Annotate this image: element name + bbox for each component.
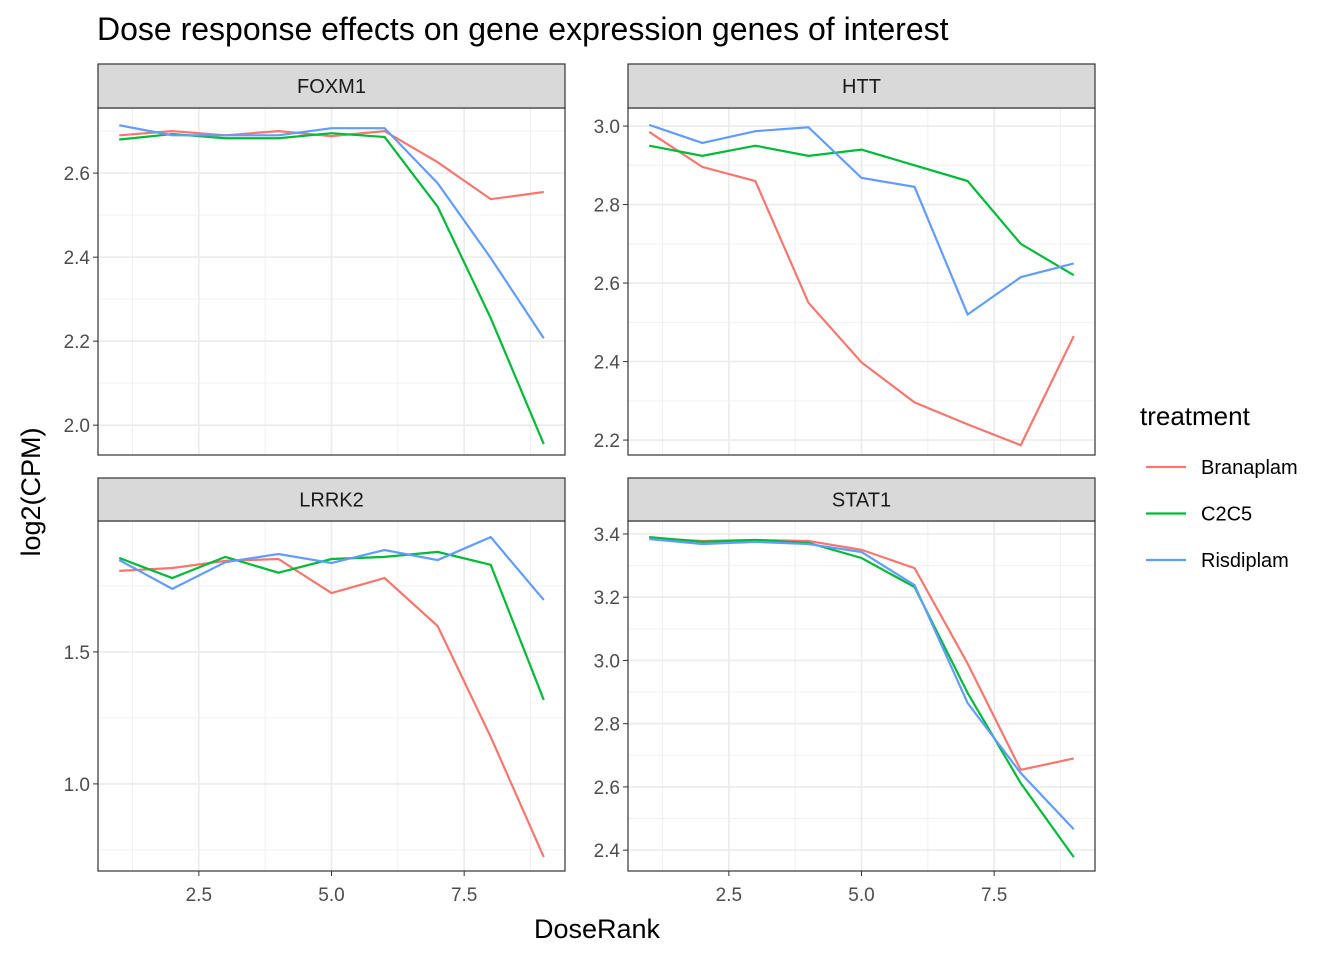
facet-strip-label: HTT (842, 76, 881, 98)
y-axis-label: log2(CPM) (16, 427, 46, 556)
facet-panel-htt: 2.2 2.4 2.6 2.8 3.0 HTT (594, 63, 1096, 456)
series-line-risdiplam (118, 535, 545, 601)
x-tick-label: 2.5 (716, 885, 742, 906)
y-tick-label: 2.4 (594, 841, 621, 862)
series-line-branaplam (119, 557, 545, 858)
x-tick-label: 5.0 (848, 885, 874, 906)
y-tick-label: 3.0 (594, 651, 620, 672)
facet-strip (627, 63, 1096, 109)
legend-label-branaplam: Branaplam (1201, 457, 1298, 479)
facet-strip-label: FOXM1 (297, 76, 366, 98)
legend-title: treatment (1140, 401, 1251, 431)
facet-strip-label: STAT1 (832, 490, 891, 512)
y-tick-label: 3.4 (594, 525, 621, 546)
series-line-risdiplam (648, 123, 1075, 317)
facet-panel-lrrk2: 1.0 1.5 LRRK2 2.5 5.0 7.5 (64, 477, 566, 906)
x-tick-label: 7.5 (981, 885, 1007, 906)
x-tick-label: 2.5 (186, 885, 212, 906)
series-line-c2c5 (649, 536, 1075, 858)
y-tick-label: 3.0 (594, 117, 620, 138)
y-tick-label: 2.6 (594, 778, 620, 799)
y-tick-label: 1.0 (64, 775, 90, 796)
legend-label-c2c5: C2C5 (1201, 504, 1252, 526)
x-tick-label: 7.5 (451, 885, 477, 906)
y-tick-label: 2.8 (594, 715, 620, 736)
facet-strip (627, 477, 1096, 522)
y-tick-label: 2.2 (594, 431, 620, 452)
facet-strip-label: LRRK2 (299, 490, 363, 512)
facet-strip (97, 63, 566, 109)
y-tick-label: 1.5 (64, 643, 90, 664)
x-tick-label: 5.0 (318, 885, 344, 906)
facet-strip (97, 477, 566, 522)
y-tick-label: 2.2 (64, 332, 90, 353)
series-line-branaplam (119, 129, 544, 201)
facet-panel-foxm1: 2.0 2.2 2.4 2.6 FOXM1 (64, 63, 566, 456)
y-tick-label: 2.4 (64, 248, 91, 269)
series-line-c2c5 (649, 144, 1075, 277)
y-tick-label: 2.0 (64, 416, 90, 437)
y-tick-label: 2.6 (594, 274, 620, 295)
series-line-branaplam (648, 131, 1075, 447)
series-line-risdiplam (119, 124, 545, 339)
series-line-risdiplam (649, 537, 1075, 831)
y-tick-label: 3.2 (594, 588, 620, 609)
y-tick-label: 2.8 (594, 196, 620, 217)
legend-label-risdiplam: Risdiplam (1201, 550, 1289, 572)
x-axis-label: DoseRank (534, 914, 661, 944)
y-tick-label: 2.4 (594, 353, 621, 374)
series-line-c2c5 (118, 550, 545, 701)
facet-panel-stat1: 2.4 2.6 2.8 3.0 3.2 3.4 STAT1 2.5 5.0 7.5 (594, 477, 1096, 906)
y-tick-label: 2.6 (64, 164, 90, 185)
legend: treatment Branaplam C2C5 Risdiplam (1140, 401, 1298, 572)
chart-title: Dose response effects on gene expression… (97, 11, 949, 47)
